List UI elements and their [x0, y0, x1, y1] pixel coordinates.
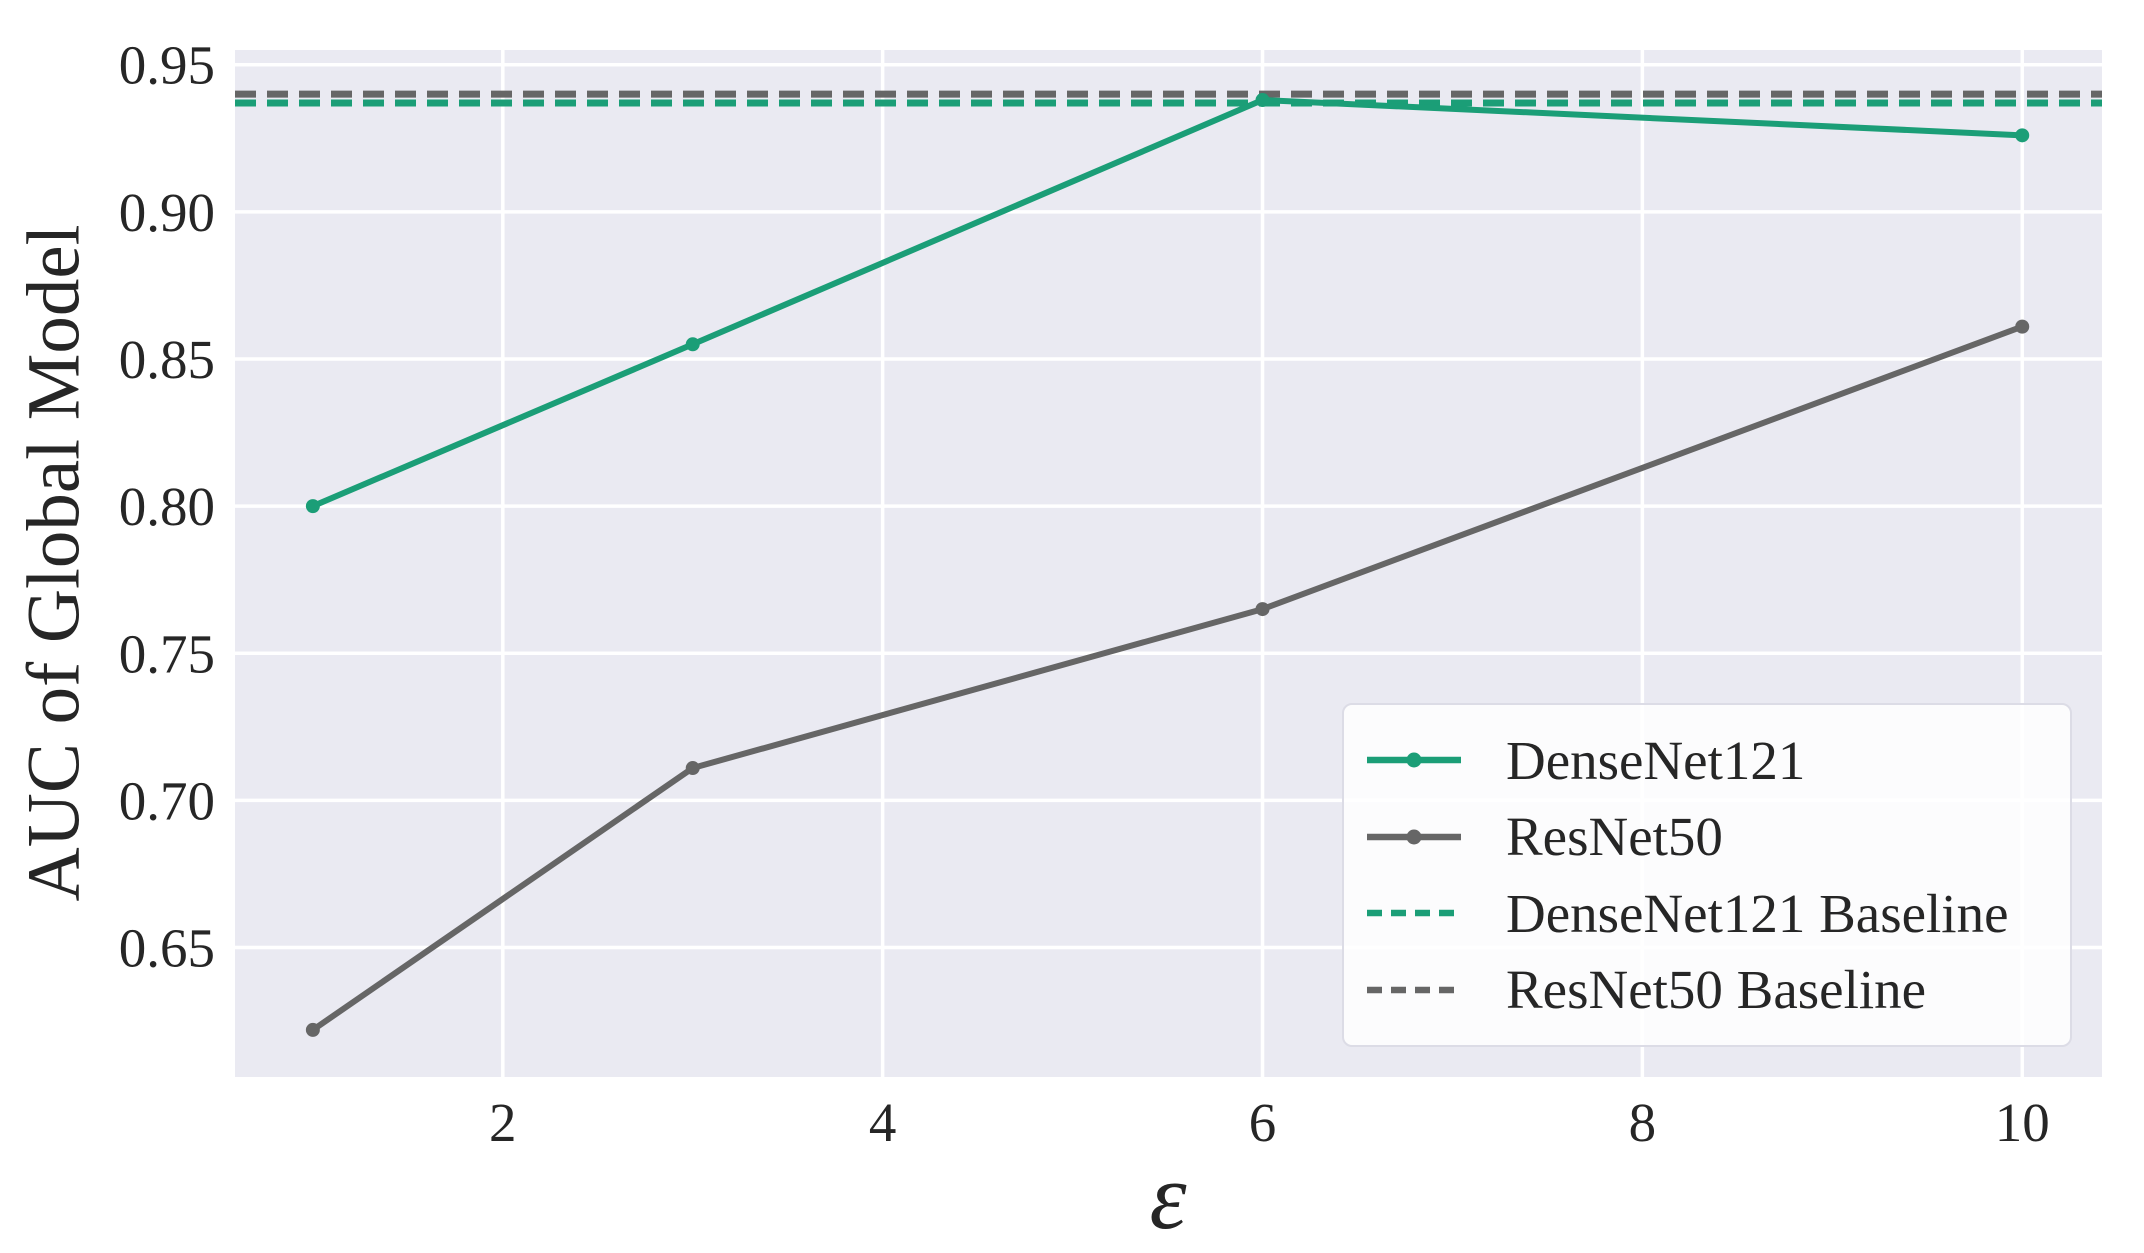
x-tick-label: 10	[1995, 1092, 2050, 1153]
x-axis-label: ε	[1149, 1145, 1186, 1249]
marker-dot-icon	[1406, 752, 1422, 768]
data-point-marker-resnet50	[2015, 319, 2030, 334]
legend-line-sample-resnet50-baseline	[1367, 986, 1461, 994]
y-tick-label: 0.85	[119, 329, 215, 390]
data-point-marker-densenet121	[685, 337, 700, 352]
legend-line-sample-densenet121-baseline	[1367, 910, 1461, 917]
legend-line-sample-resnet50	[1367, 829, 1461, 845]
data-point-marker-resnet50	[685, 761, 700, 776]
legend-label: ResNet50 Baseline	[1506, 959, 1927, 1021]
legend-line-sample-densenet121	[1367, 752, 1461, 768]
x-tick-label: 6	[1249, 1092, 1277, 1153]
series-line-resnet50	[309, 323, 2026, 1033]
data-point-marker-densenet121	[2015, 128, 2030, 143]
tick-layer: 0.65 0.70 0.75 0.80 0.85 0.90 0.95 2 4 6 8 10	[119, 35, 2050, 1153]
legend-item-densenet121: DenseNet121	[1364, 733, 2070, 788]
x-tick-label: 4	[869, 1092, 897, 1153]
y-tick-label: 0.90	[119, 182, 215, 243]
data-point-marker-densenet121	[305, 499, 320, 514]
y-tick-label: 0.75	[119, 623, 215, 684]
legend-item-densenet121-baseline: DenseNet121 Baseline	[1364, 886, 2070, 941]
y-tick-label: 0.70	[119, 770, 215, 831]
legend-label: DenseNet121 Baseline	[1506, 882, 2009, 944]
y-tick-label: 0.80	[119, 476, 215, 537]
x-tick-label: 2	[489, 1092, 517, 1153]
data-point-marker-densenet121	[1255, 93, 1270, 108]
data-point-marker-resnet50	[1255, 602, 1270, 617]
legend-label: ResNet50	[1506, 806, 1723, 868]
plot-layer	[235, 50, 2102, 1077]
series-line-densenet121	[309, 97, 2026, 510]
legend-label: DenseNet121	[1506, 729, 1806, 791]
legend-item-resnet50: ResNet50	[1364, 809, 2070, 864]
y-axis-label: AUC of Global Model	[13, 224, 96, 901]
x-tick-label: 8	[1629, 1092, 1657, 1153]
legend-item-resnet50-baseline: ResNet50 Baseline	[1364, 962, 2070, 1017]
data-point-marker-resnet50	[305, 1022, 320, 1037]
y-tick-label: 0.95	[119, 35, 215, 96]
marker-dot-icon	[1406, 829, 1422, 845]
legend: DenseNet121 ResNet50 DenseNet121 Baselin…	[1342, 703, 2072, 1047]
y-tick-label: 0.65	[119, 918, 215, 979]
